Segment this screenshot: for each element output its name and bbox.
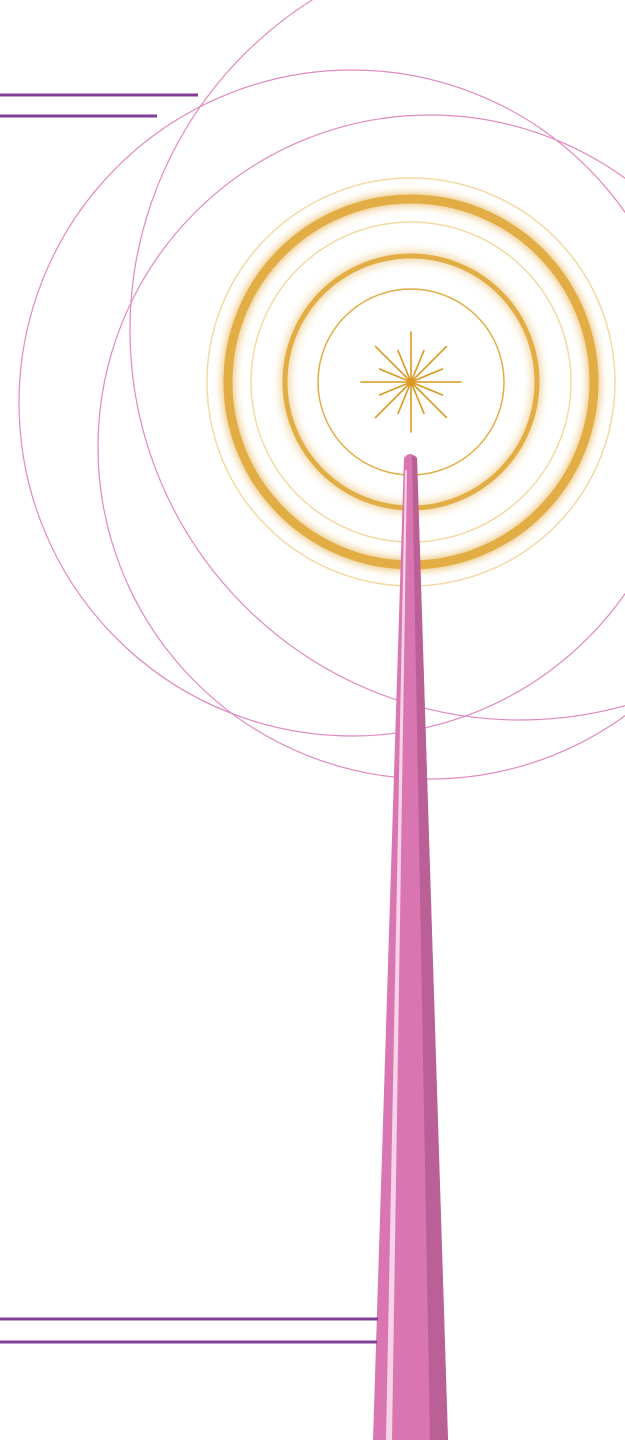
spark-ray (410, 381, 448, 419)
bottom-accent-lines (0, 1317, 378, 1344)
orbit-circle-top (129, 0, 625, 721)
tower-shadow (412, 455, 448, 1440)
spark-ray (410, 349, 425, 383)
spark-ray (410, 381, 425, 415)
spark-ray (410, 345, 448, 383)
spark-ray (378, 381, 412, 396)
spark-ray (374, 381, 412, 419)
orbit-circle-left (18, 69, 625, 737)
spark-ray (410, 381, 444, 396)
spark-icon (360, 331, 462, 433)
spark-ray (397, 349, 412, 383)
top-accent-lines (0, 93, 198, 118)
orbit-circle-right (97, 114, 625, 780)
spark-ray (378, 368, 412, 383)
tower-highlight (386, 470, 407, 1440)
spark-center (407, 378, 415, 386)
orbit-circles (18, 0, 625, 780)
antenna-tower (373, 454, 448, 1440)
spark-ray (374, 345, 412, 383)
spark-ray (397, 381, 412, 415)
spark-ray (410, 368, 444, 383)
